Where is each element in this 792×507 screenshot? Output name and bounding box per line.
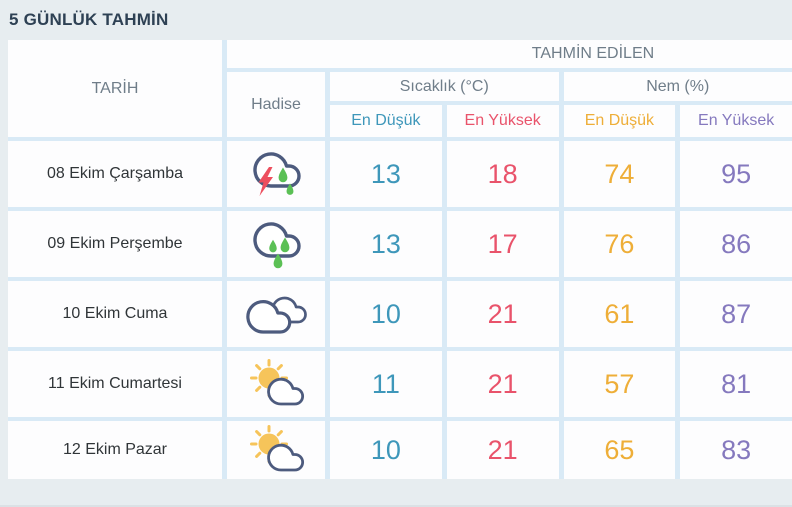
condition-cell — [227, 351, 325, 417]
humidity-max-value: 86 — [680, 211, 792, 277]
humidity-min-value: 65 — [563, 421, 676, 479]
temp-max-value: 21 — [446, 421, 559, 479]
column-header-date: TARİH — [8, 40, 222, 137]
condition-cell — [227, 281, 325, 347]
condition-cell — [227, 141, 325, 207]
humidity-min-value: 61 — [563, 281, 676, 347]
column-header-humidity-min: En Düşük — [563, 105, 676, 137]
temp-min-value: 10 — [330, 281, 442, 347]
column-header-temp-max: En Yüksek — [446, 105, 559, 137]
rain-icon — [247, 216, 305, 272]
date-cell: 09 Ekim Perşembe — [8, 211, 222, 277]
temp-min-value: 10 — [330, 421, 442, 479]
storm-rain-icon — [247, 146, 305, 202]
column-header-humidity: Nem (%) — [563, 72, 792, 101]
column-header-humidity-max: En Yüksek — [680, 105, 792, 137]
column-header-temp-min: En Düşük — [330, 105, 442, 137]
humidity-max-value: 81 — [680, 351, 792, 417]
date-cell: 08 Ekim Çarşamba — [8, 141, 222, 207]
condition-cell — [227, 421, 325, 479]
temp-max-value: 18 — [446, 141, 559, 207]
humidity-min-value: 76 — [563, 211, 676, 277]
temp-min-value: 13 — [330, 141, 442, 207]
partly-sunny-icon — [247, 425, 305, 475]
partly-sunny-icon — [247, 359, 305, 409]
date-cell: 11 Ekim Cumartesi — [8, 351, 222, 417]
humidity-max-value: 95 — [680, 141, 792, 207]
humidity-max-value: 87 — [680, 281, 792, 347]
widget-title: 5 GÜNLÜK TAHMİN — [9, 10, 169, 29]
temp-min-value: 11 — [330, 351, 442, 417]
column-header-condition: Hadise — [227, 72, 325, 137]
forecast-table: TARİH TAHMİN EDİLEN Hadise Sıcaklık (°C)… — [8, 40, 792, 479]
cloudy-icon — [244, 291, 308, 337]
temp-max-value: 17 — [446, 211, 559, 277]
condition-cell — [227, 211, 325, 277]
temp-max-value: 21 — [446, 281, 559, 347]
date-cell: 12 Ekim Pazar — [8, 421, 222, 479]
column-header-predicted: TAHMİN EDİLEN — [227, 40, 792, 68]
temp-min-value: 13 — [330, 211, 442, 277]
humidity-max-value: 83 — [680, 421, 792, 479]
date-cell: 10 Ekim Cuma — [8, 281, 222, 347]
column-header-temperature: Sıcaklık (°C) — [330, 72, 559, 101]
temp-max-value: 21 — [446, 351, 559, 417]
humidity-min-value: 57 — [563, 351, 676, 417]
humidity-min-value: 74 — [563, 141, 676, 207]
